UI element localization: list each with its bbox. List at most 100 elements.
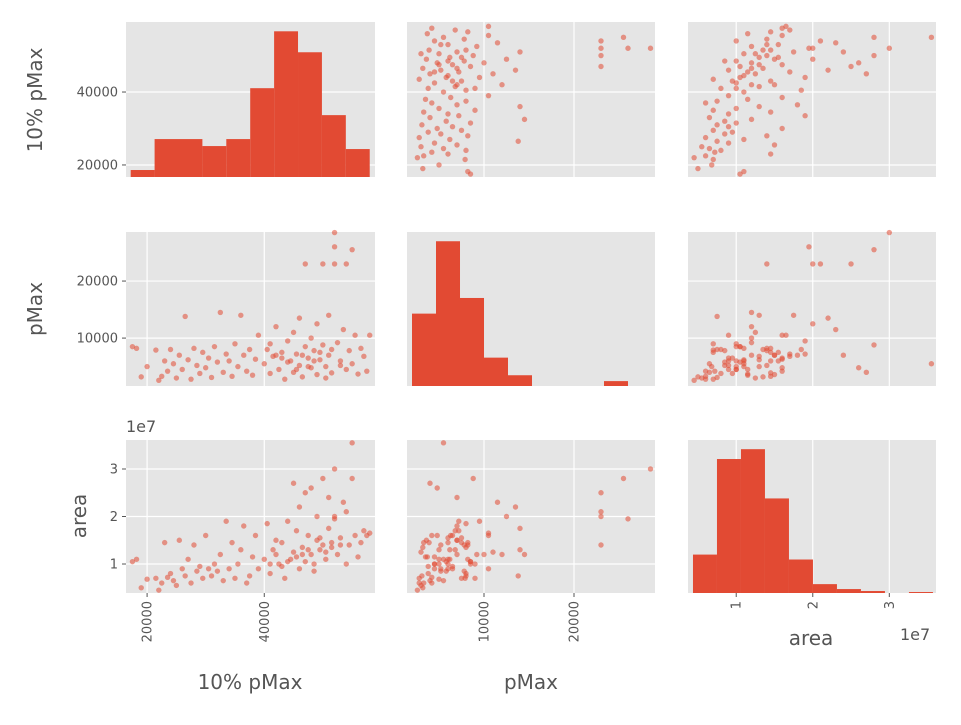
scatter-point: [771, 82, 778, 88]
scatter-point: [733, 120, 739, 126]
scatter-point: [886, 45, 893, 51]
scatter-point: [420, 544, 426, 551]
scatter-point: [170, 361, 177, 367]
scatter-point: [779, 368, 785, 374]
scatter-point: [745, 30, 751, 37]
panel-background: [126, 232, 375, 386]
scatter-point: [725, 123, 732, 130]
scatter-point: [436, 547, 442, 553]
scatter-point: [476, 518, 483, 524]
scatter-point: [748, 43, 755, 50]
scatter-point: [220, 577, 226, 584]
scatter-point: [848, 261, 854, 267]
scatter-point: [706, 361, 713, 367]
y-tick-label: 3: [110, 462, 118, 477]
scatter-point: [337, 362, 344, 369]
scatter-point: [170, 577, 177, 584]
scatter-point: [710, 376, 716, 382]
scatter-point: [418, 144, 424, 150]
scatter-point: [691, 377, 697, 383]
scatter-point: [764, 41, 770, 48]
scatter-point: [299, 374, 306, 380]
scatter-point: [440, 577, 447, 584]
scatter-point: [741, 168, 747, 175]
scatter-point: [458, 78, 465, 84]
scatter-point: [299, 551, 306, 558]
scatter-point: [200, 349, 206, 356]
scatter-point: [422, 96, 429, 103]
scatter-point: [465, 168, 471, 175]
scatter-point: [279, 539, 285, 546]
scatter-point: [463, 520, 469, 527]
scatter-point: [129, 558, 136, 565]
y-axis-label-pmax: pMax: [23, 282, 47, 336]
scatter-point: [449, 532, 456, 539]
scatter-point: [282, 575, 288, 581]
scatter-point: [323, 556, 329, 562]
scatter-point: [355, 554, 361, 560]
scatter-point: [449, 123, 456, 130]
scatter-point: [293, 351, 300, 357]
scatter-point: [733, 341, 739, 347]
scatter-point: [279, 349, 285, 356]
scatter-point: [252, 356, 259, 362]
scatter-point: [741, 89, 747, 95]
scatter-point: [153, 575, 159, 581]
scatter-point: [447, 136, 453, 143]
scatter-point: [229, 539, 235, 546]
scatter-point: [733, 366, 739, 373]
scatter-point: [712, 368, 718, 374]
histogram-bar: [154, 139, 179, 177]
scatter-point: [425, 129, 431, 135]
scatter-point: [226, 566, 232, 572]
scatter-point: [695, 165, 701, 172]
scatter-point: [472, 85, 478, 92]
scatter-point: [476, 74, 483, 81]
scatter-point: [416, 134, 422, 141]
scatter-point: [783, 332, 789, 338]
scatter-point: [311, 568, 317, 574]
scatter-point: [733, 358, 739, 364]
scatter-point: [223, 518, 229, 524]
scatter-point: [458, 54, 465, 61]
scatter-point: [429, 149, 435, 155]
scatter-point: [328, 370, 335, 376]
scatter-point: [625, 45, 631, 51]
scatter-point: [515, 138, 521, 144]
x-axis-label-area: area: [789, 626, 834, 650]
scatter-point: [179, 566, 185, 572]
scatter-point: [764, 36, 770, 42]
panel-area-vs-10pct-pmax: [126, 440, 375, 593]
scatter-point: [706, 114, 713, 121]
scatter-point: [320, 542, 326, 548]
scatter-point: [448, 94, 454, 101]
scatter-point: [208, 573, 215, 579]
scatter-point: [718, 370, 724, 377]
scatter-point: [855, 365, 862, 371]
scatter-point: [760, 346, 766, 353]
scatter-point: [427, 480, 433, 486]
scatter-point: [783, 23, 789, 30]
scatter-point: [733, 105, 739, 112]
scatter-point: [802, 338, 808, 344]
scatter-point: [358, 539, 364, 546]
scatter-point: [308, 551, 314, 558]
scatter-point: [733, 58, 739, 64]
scatter-point: [871, 52, 877, 59]
scatter-point: [810, 321, 816, 327]
scatter-point: [331, 244, 338, 250]
scatter-point: [293, 528, 300, 534]
scatter-point: [267, 570, 273, 577]
scatter-point: [425, 570, 431, 577]
scatter-point: [863, 369, 870, 376]
scatter-point: [787, 27, 793, 33]
histogram-bar: [178, 139, 203, 177]
scatter-point: [756, 83, 762, 90]
scatter-point: [434, 125, 440, 132]
scatter-point: [285, 338, 291, 344]
scatter-point: [848, 63, 854, 70]
tick-labels: 20000 40000 10000 20000 1 2 3 20000 40000 10000 20…: [77, 86, 898, 643]
scatter-point: [317, 357, 323, 363]
scatter-point: [349, 440, 355, 446]
scatter-point: [449, 78, 456, 84]
